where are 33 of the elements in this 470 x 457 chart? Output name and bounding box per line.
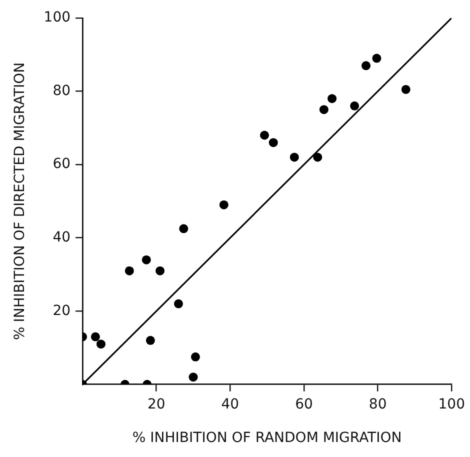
y-tick-label: 80 bbox=[52, 82, 71, 99]
x-tick-label: 80 bbox=[368, 396, 387, 412]
point bbox=[124, 266, 134, 276]
x-tick-label: 60 bbox=[295, 396, 313, 412]
point bbox=[260, 130, 269, 140]
point bbox=[313, 152, 322, 162]
y-tick-label: 60 bbox=[52, 156, 71, 172]
y-tick-label: 20 bbox=[52, 302, 71, 319]
point bbox=[401, 84, 410, 94]
point bbox=[188, 372, 198, 382]
point bbox=[319, 105, 328, 114]
x-tick-label: 40 bbox=[221, 396, 240, 412]
point bbox=[372, 54, 382, 63]
x-tick-label: 20 bbox=[147, 396, 166, 412]
y-tick-label: 100 bbox=[44, 10, 71, 26]
point bbox=[179, 224, 188, 234]
y-axis-title: % INHIBITION OF DIRECTED MIGRATION bbox=[12, 62, 28, 340]
x-axis-title: % INHIBITION OF RANDOM MIGRATION bbox=[132, 430, 402, 446]
point bbox=[328, 94, 337, 104]
point bbox=[290, 152, 299, 162]
y-tick-label: 40 bbox=[52, 229, 71, 246]
point bbox=[268, 138, 278, 148]
point bbox=[146, 336, 155, 345]
point bbox=[190, 352, 200, 362]
point bbox=[350, 101, 360, 110]
point bbox=[90, 332, 100, 342]
point bbox=[156, 266, 165, 276]
point bbox=[142, 255, 151, 264]
point bbox=[362, 61, 371, 70]
point bbox=[174, 299, 183, 308]
x-tick-label: 100 bbox=[438, 396, 466, 412]
point bbox=[219, 200, 228, 210]
point bbox=[96, 340, 106, 349]
